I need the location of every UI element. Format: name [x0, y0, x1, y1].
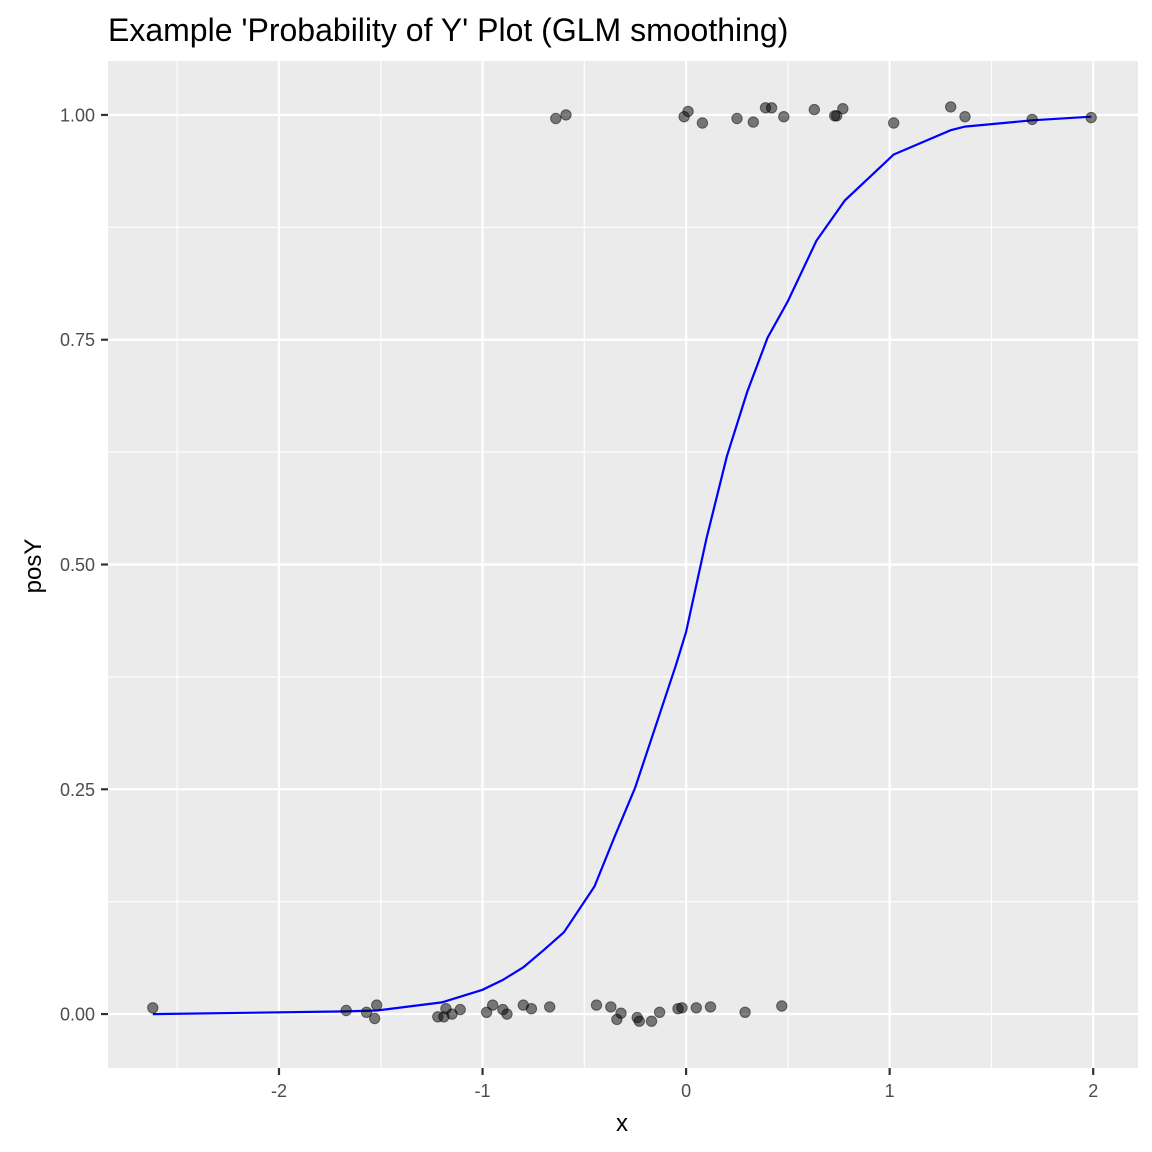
fit-layer [152, 115, 1092, 1016]
data-point [487, 999, 499, 1011]
data-point [776, 1000, 788, 1012]
data-point [653, 1006, 666, 1018]
y-axis-title: posY [20, 539, 47, 594]
data-point [682, 105, 694, 118]
data-point [747, 116, 759, 128]
data-point [605, 1001, 617, 1013]
data-point [888, 117, 900, 129]
data-point [590, 999, 603, 1011]
data-point [371, 999, 383, 1011]
x-tick-label: -2 [271, 1081, 287, 1101]
data-point [544, 1001, 556, 1013]
data-point [831, 110, 843, 122]
data-point [340, 1004, 352, 1017]
y-tick-label: 0.50 [60, 555, 95, 575]
y-tick-label: 1.00 [60, 105, 95, 125]
x-tick-label: 0 [681, 1081, 691, 1101]
data-point [480, 1006, 493, 1018]
data-point [550, 112, 562, 125]
x-axis-title: x [616, 1110, 628, 1137]
data-point [765, 102, 778, 114]
data-point [560, 109, 572, 121]
data-point [739, 1006, 751, 1018]
data-point [1085, 111, 1097, 124]
data-point [704, 1001, 717, 1013]
points-layer [147, 101, 1097, 1027]
y-tick-label: 0.25 [60, 780, 95, 800]
chart-title: Example 'Probability of Y' Plot (GLM smo… [108, 12, 788, 48]
glm-fit-line [152, 115, 1092, 1016]
data-point [360, 1006, 373, 1018]
data-point [633, 1015, 645, 1027]
data-point [696, 117, 709, 129]
data-point [454, 1003, 466, 1016]
y-axis: 0.00 0.25 0.50 0.75 1.00 [60, 105, 108, 1025]
y-tick-label: 0.75 [60, 330, 95, 350]
data-point [1026, 113, 1038, 126]
data-point [525, 1003, 538, 1015]
x-tick-label: -1 [475, 1081, 491, 1101]
data-point [945, 101, 957, 113]
x-tick-label: 1 [885, 1081, 895, 1101]
data-point [615, 1007, 627, 1019]
y-tick-label: 0.00 [60, 1005, 95, 1025]
data-point [778, 111, 790, 123]
data-point [959, 111, 971, 123]
data-point [690, 1002, 702, 1014]
data-point [501, 1008, 513, 1020]
data-point [147, 1002, 159, 1014]
data-point [731, 112, 743, 125]
data-point [676, 1002, 688, 1014]
data-point [837, 103, 849, 115]
data-point [808, 103, 820, 116]
data-point [645, 1015, 658, 1027]
x-tick-label: 2 [1088, 1081, 1098, 1101]
data-point [369, 1012, 381, 1025]
x-axis: -2 -1 0 1 2 [271, 1068, 1098, 1101]
